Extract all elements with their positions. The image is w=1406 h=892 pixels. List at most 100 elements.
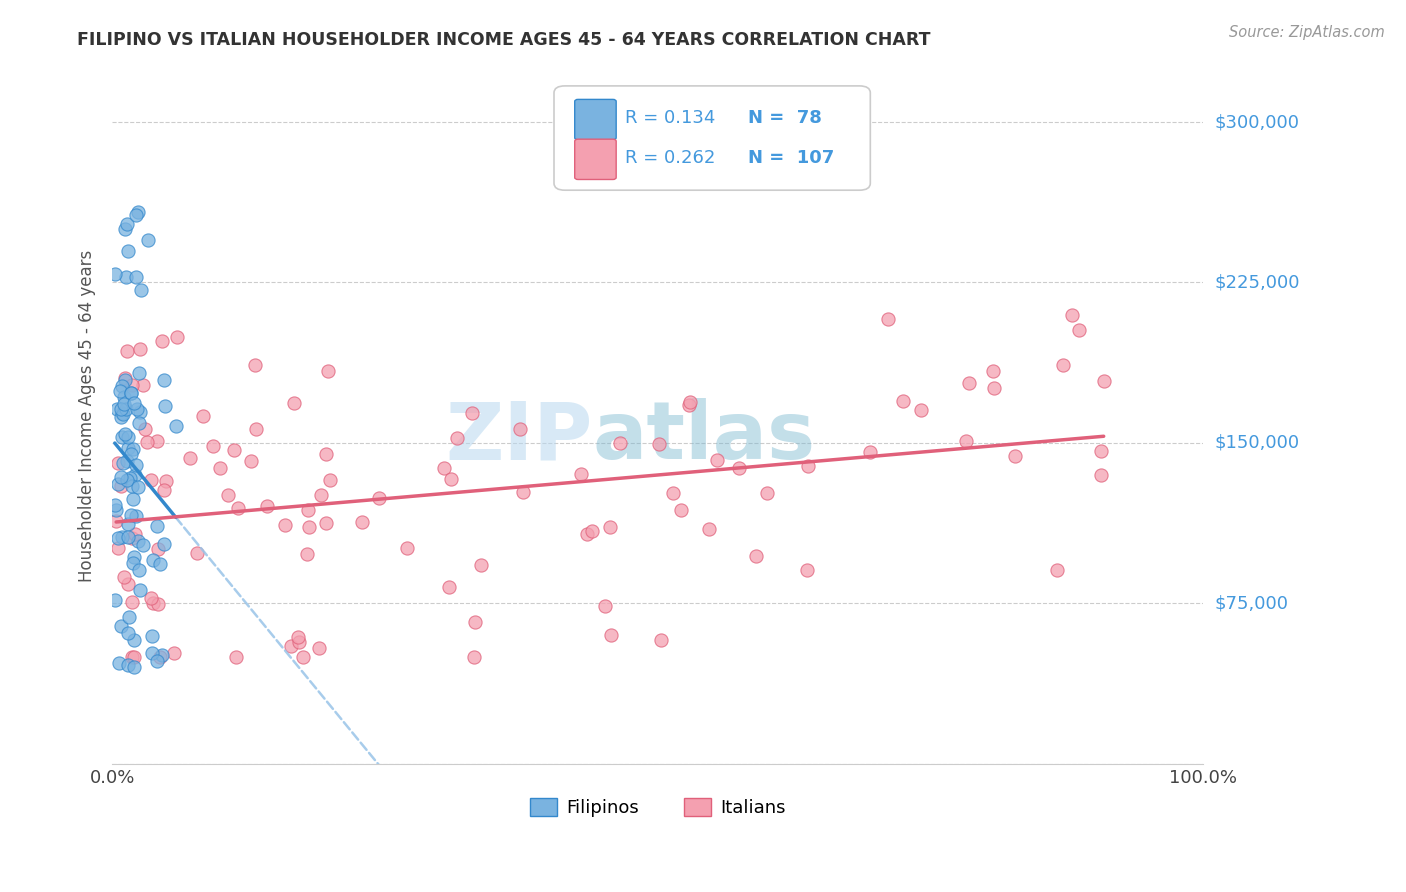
Point bbox=[121, 531, 143, 545]
Point bbox=[107, 402, 129, 417]
Point bbox=[298, 520, 321, 534]
Point bbox=[139, 591, 162, 605]
Point bbox=[112, 570, 135, 584]
Point bbox=[120, 508, 142, 522]
Point bbox=[599, 520, 621, 534]
Point bbox=[288, 635, 311, 649]
Point bbox=[295, 547, 318, 561]
Point bbox=[315, 516, 337, 530]
Point bbox=[191, 409, 214, 424]
Point bbox=[226, 500, 249, 515]
Point bbox=[1004, 449, 1026, 463]
Point bbox=[309, 488, 332, 502]
Point bbox=[120, 386, 142, 401]
Point bbox=[745, 549, 768, 564]
Point bbox=[150, 334, 173, 348]
Text: ZIP: ZIP bbox=[444, 398, 592, 476]
Point bbox=[104, 503, 127, 517]
Point bbox=[280, 639, 302, 653]
Point bbox=[433, 460, 456, 475]
Point bbox=[153, 399, 176, 413]
Point bbox=[146, 518, 169, 533]
Point bbox=[460, 405, 482, 419]
Point bbox=[208, 460, 231, 475]
Point bbox=[319, 473, 342, 487]
Point bbox=[706, 453, 728, 467]
Point bbox=[145, 434, 167, 448]
Point bbox=[297, 502, 319, 516]
Point bbox=[201, 438, 224, 452]
Point bbox=[122, 442, 145, 457]
Point bbox=[117, 217, 139, 231]
Point bbox=[910, 403, 932, 417]
Point bbox=[139, 473, 162, 487]
Point bbox=[1067, 323, 1090, 337]
Point bbox=[117, 625, 139, 640]
Point bbox=[110, 409, 132, 424]
Point bbox=[155, 474, 177, 488]
Point bbox=[121, 479, 143, 493]
Point bbox=[464, 615, 486, 629]
Text: R = 0.262: R = 0.262 bbox=[624, 149, 716, 167]
FancyBboxPatch shape bbox=[554, 86, 870, 190]
Point bbox=[650, 632, 672, 647]
Point bbox=[575, 527, 598, 541]
Point bbox=[669, 503, 692, 517]
Text: $150,000: $150,000 bbox=[1215, 434, 1299, 452]
Point bbox=[111, 407, 134, 421]
Point bbox=[110, 406, 132, 420]
Point bbox=[111, 456, 134, 470]
Point bbox=[1090, 443, 1112, 458]
Point bbox=[678, 398, 700, 412]
Point bbox=[122, 633, 145, 648]
Point bbox=[509, 422, 531, 436]
Point bbox=[125, 208, 148, 222]
Point bbox=[120, 447, 142, 461]
Point bbox=[150, 648, 173, 662]
Point bbox=[245, 422, 267, 436]
Text: FILIPINO VS ITALIAN HOUSEHOLDER INCOME AGES 45 - 64 YEARS CORRELATION CHART: FILIPINO VS ITALIAN HOUSEHOLDER INCOME A… bbox=[77, 31, 931, 49]
Point bbox=[132, 377, 155, 392]
Point bbox=[118, 610, 141, 624]
Point bbox=[110, 619, 132, 633]
Point bbox=[114, 371, 136, 385]
Point bbox=[142, 596, 165, 610]
Point bbox=[108, 384, 131, 398]
Point bbox=[891, 394, 914, 409]
Point bbox=[127, 534, 149, 549]
Point bbox=[983, 381, 1005, 395]
Point bbox=[149, 649, 172, 664]
Point bbox=[957, 376, 980, 390]
Point bbox=[141, 629, 163, 643]
Point bbox=[146, 655, 169, 669]
Point bbox=[955, 434, 977, 448]
Point bbox=[111, 530, 134, 544]
Point bbox=[122, 550, 145, 565]
Point bbox=[446, 431, 468, 445]
Point bbox=[112, 390, 135, 404]
Point bbox=[117, 530, 139, 544]
Point bbox=[107, 531, 129, 545]
Point bbox=[217, 488, 239, 502]
Point bbox=[124, 508, 146, 523]
Point bbox=[131, 283, 153, 297]
Point bbox=[153, 537, 176, 551]
Point bbox=[127, 480, 149, 494]
Point bbox=[292, 649, 315, 664]
Point bbox=[470, 558, 492, 572]
Point bbox=[876, 311, 898, 326]
Point bbox=[122, 556, 145, 570]
Point bbox=[124, 467, 146, 482]
Point bbox=[110, 402, 132, 417]
Point bbox=[859, 445, 882, 459]
Point bbox=[122, 659, 145, 673]
Point bbox=[121, 595, 143, 609]
Point bbox=[128, 563, 150, 577]
Point bbox=[222, 443, 245, 458]
Text: atlas: atlas bbox=[592, 398, 815, 476]
Text: N =  78: N = 78 bbox=[748, 109, 823, 128]
Point bbox=[132, 538, 155, 552]
Point bbox=[115, 344, 138, 359]
Point bbox=[283, 396, 305, 410]
Point bbox=[114, 269, 136, 284]
